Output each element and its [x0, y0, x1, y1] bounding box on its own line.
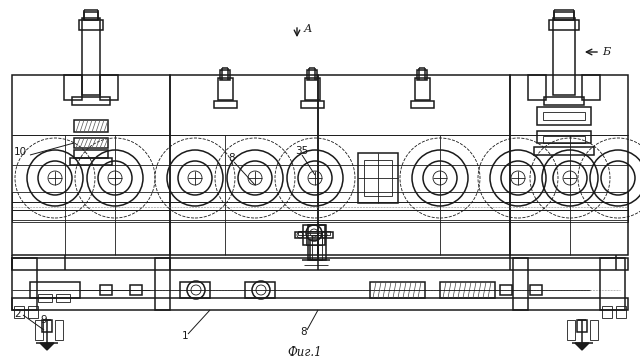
Bar	[510, 75, 628, 255]
Bar	[534, 147, 594, 155]
Bar	[500, 285, 512, 295]
Bar	[358, 153, 398, 203]
Text: 10: 10	[14, 147, 27, 157]
Bar	[38, 294, 52, 302]
Bar	[170, 75, 318, 255]
Bar	[72, 97, 110, 105]
Polygon shape	[40, 343, 54, 350]
Bar	[12, 75, 170, 255]
Bar	[582, 75, 600, 100]
Bar	[55, 320, 63, 340]
Bar	[12, 210, 628, 222]
Bar	[35, 320, 43, 340]
Bar	[130, 285, 142, 295]
Bar	[312, 235, 322, 260]
Bar	[417, 70, 427, 80]
Bar	[590, 320, 598, 340]
Bar	[64, 75, 82, 100]
Bar	[577, 320, 587, 332]
Bar	[308, 225, 326, 260]
Bar	[310, 240, 318, 260]
Bar	[567, 320, 575, 340]
Bar	[12, 192, 628, 202]
Text: 8: 8	[228, 153, 235, 163]
Bar	[549, 20, 579, 30]
Text: 2: 2	[14, 309, 20, 319]
Bar	[84, 12, 98, 20]
Bar	[306, 233, 322, 245]
Bar	[28, 306, 38, 318]
Bar	[370, 282, 425, 298]
Bar	[600, 258, 625, 310]
Bar	[530, 285, 542, 295]
Bar	[12, 258, 37, 310]
Bar	[440, 282, 495, 298]
Bar	[56, 294, 70, 302]
Bar	[245, 282, 275, 298]
Polygon shape	[575, 343, 589, 350]
Bar	[364, 160, 392, 196]
Bar	[415, 78, 430, 100]
Bar	[82, 18, 100, 95]
Bar	[543, 112, 585, 120]
Bar	[100, 75, 118, 100]
Bar	[537, 131, 591, 143]
Text: А: А	[304, 24, 312, 34]
Bar	[218, 78, 233, 100]
Bar	[100, 285, 112, 295]
Bar	[155, 258, 170, 310]
Bar	[30, 282, 80, 298]
Bar	[180, 282, 210, 298]
Bar	[411, 101, 434, 108]
Bar	[74, 120, 108, 132]
Bar	[602, 306, 612, 318]
Bar	[318, 75, 510, 255]
Bar	[12, 298, 628, 310]
Bar	[12, 258, 628, 270]
Bar	[305, 78, 320, 100]
Bar	[554, 12, 574, 20]
Bar	[214, 101, 237, 108]
Bar	[74, 138, 108, 148]
Bar	[79, 20, 103, 30]
Bar	[544, 97, 584, 105]
Bar	[513, 258, 528, 310]
Text: Б: Б	[602, 47, 610, 57]
Bar	[74, 150, 108, 158]
Bar	[553, 18, 575, 95]
Bar	[12, 202, 628, 210]
Bar	[295, 232, 333, 238]
Text: Фиг.1: Фиг.1	[288, 345, 323, 358]
Bar	[537, 107, 591, 125]
Bar	[307, 70, 317, 80]
Bar	[301, 101, 324, 108]
Bar	[14, 306, 24, 318]
Bar	[42, 320, 52, 332]
Text: 1: 1	[182, 331, 189, 341]
Bar	[298, 231, 330, 235]
Text: 8: 8	[300, 327, 307, 337]
Bar	[616, 306, 626, 318]
Bar	[303, 225, 325, 245]
Text: 35: 35	[295, 146, 308, 156]
Bar	[528, 75, 546, 100]
Bar	[70, 158, 112, 165]
Bar	[220, 70, 230, 80]
Text: 9: 9	[40, 315, 47, 325]
Bar	[543, 136, 585, 143]
